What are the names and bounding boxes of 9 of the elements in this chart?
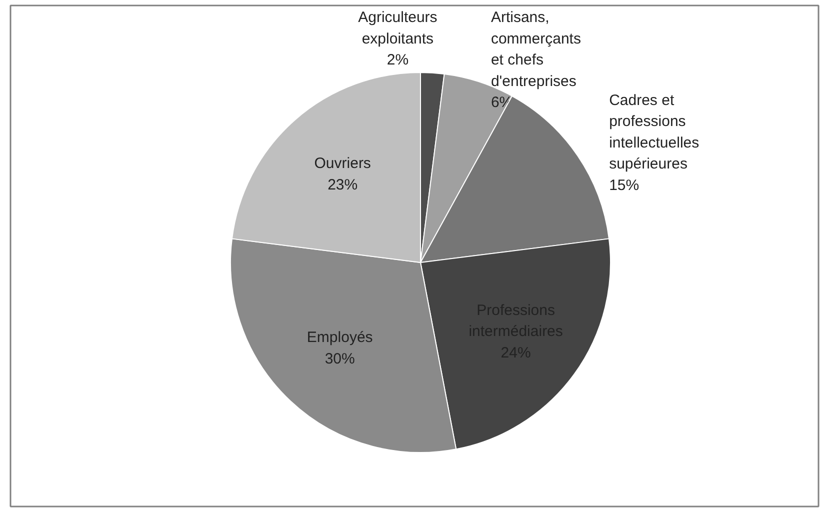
slice-label: Ouvriers (314, 155, 371, 172)
slice-label: Artisans, commerçants et chefs d'entreprises (490, 9, 581, 90)
data-label: 2% (386, 52, 409, 69)
data-label: 15% (609, 176, 640, 194)
slice-label: Agriculteurs exploitants (358, 9, 438, 48)
data-label: 30% (324, 350, 355, 368)
data-label: 23% (328, 176, 358, 194)
slice-label: Cadres et professions intellectuelles supérieures (609, 92, 700, 173)
slice-label: Employés (306, 329, 373, 346)
